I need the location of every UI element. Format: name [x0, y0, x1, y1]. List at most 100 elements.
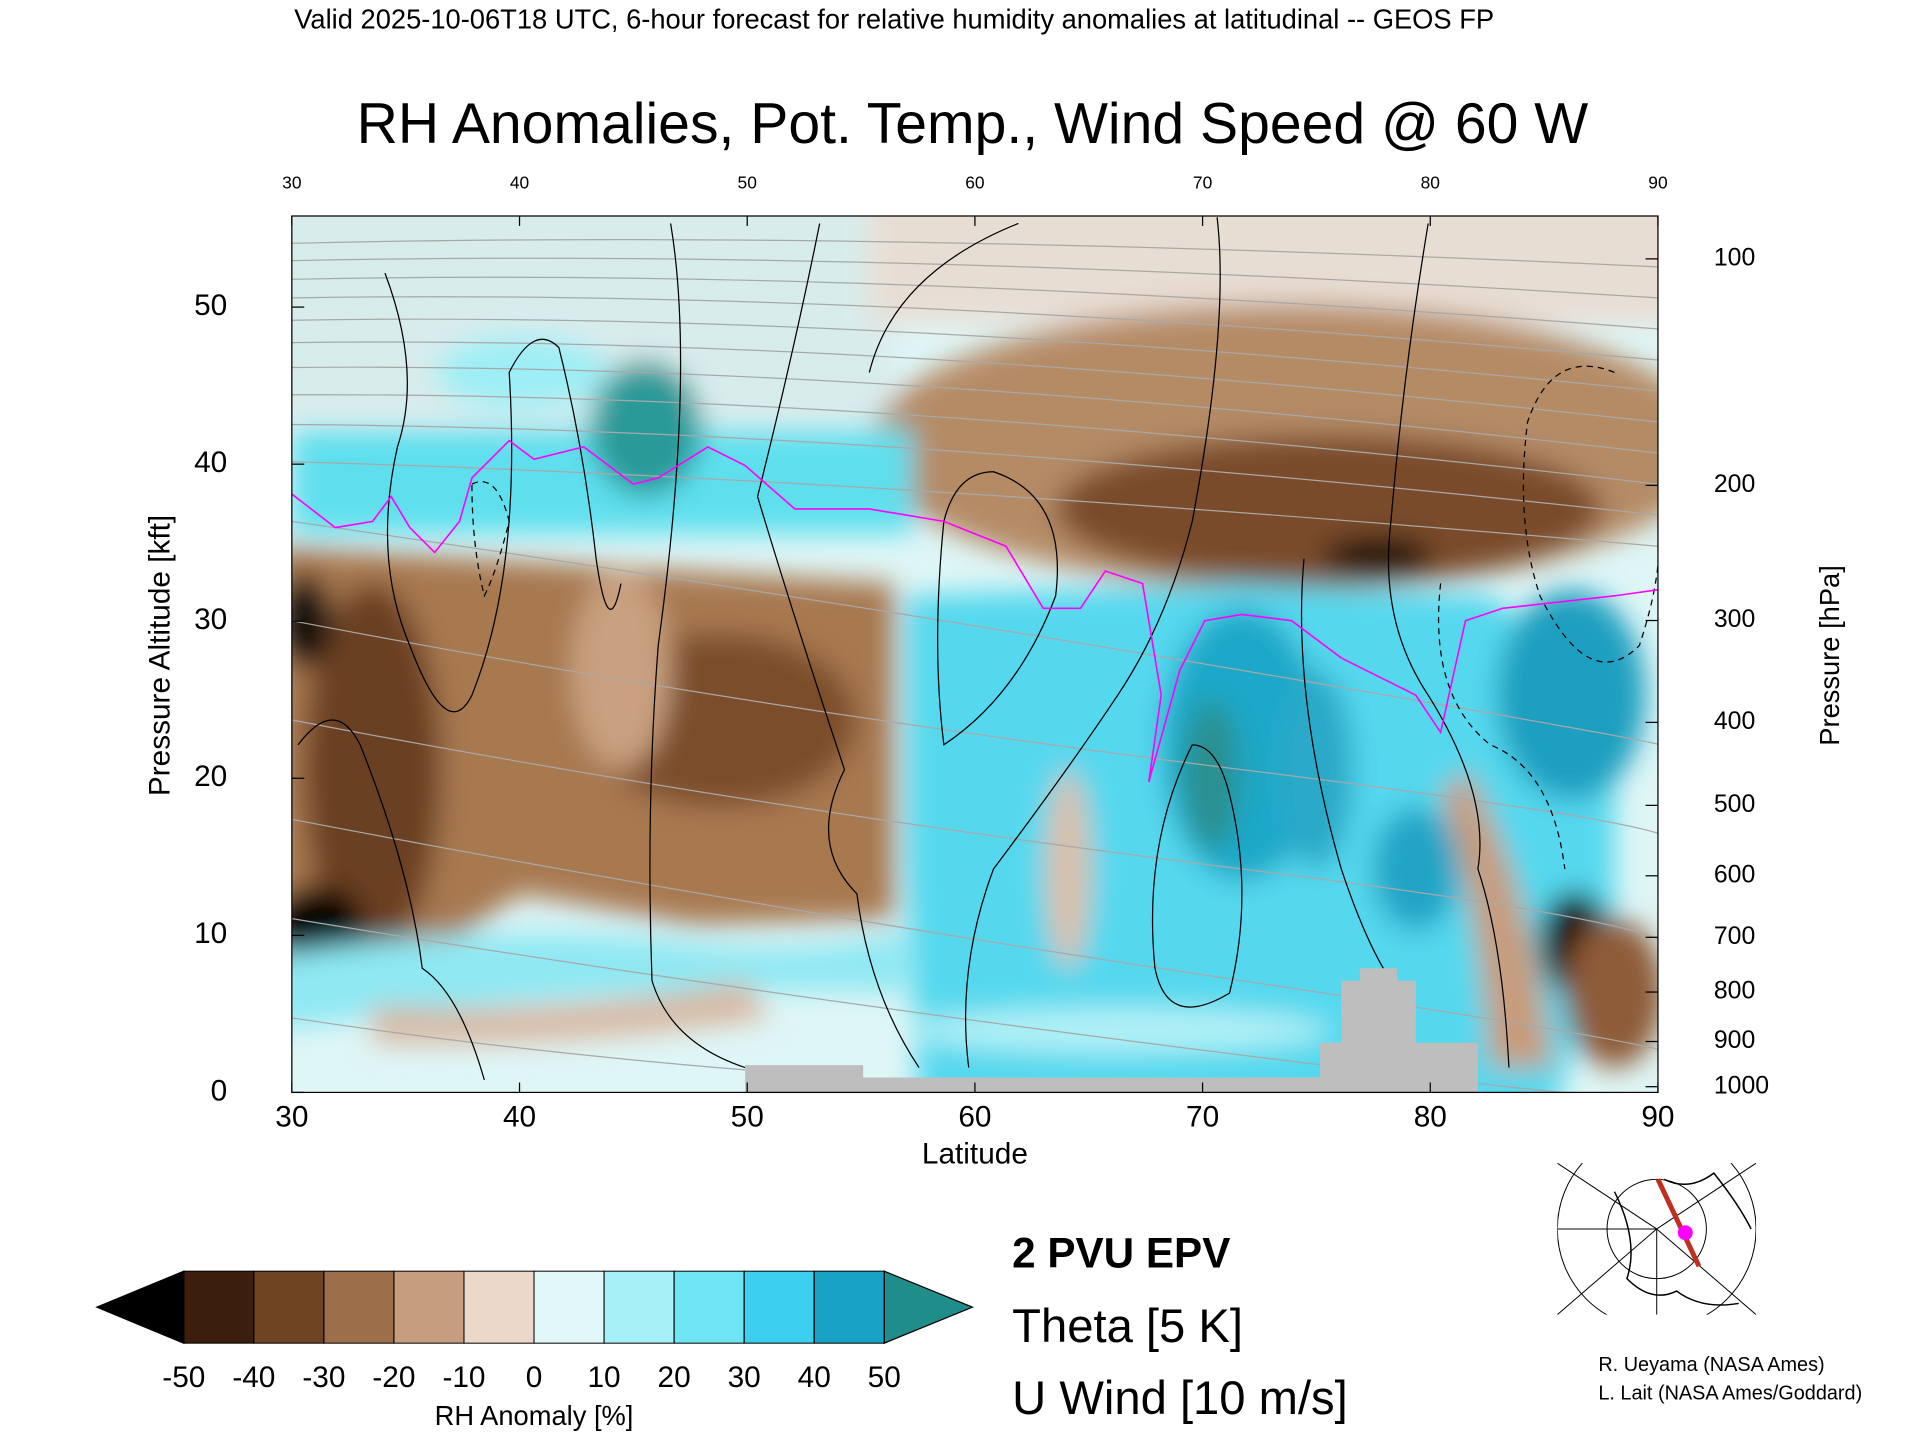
- colorbar-segment: [323, 1270, 395, 1344]
- wind-line: [756, 223, 920, 1068]
- map-meridians: [1557, 1163, 1757, 1315]
- wind-line: [297, 719, 485, 1081]
- y-tick-label: 50: [194, 289, 227, 322]
- wind-line: [937, 471, 1059, 746]
- wind-line: [649, 223, 746, 1069]
- y2-tick-label: 300: [1714, 606, 1755, 633]
- field-region: [291, 931, 907, 1028]
- colorbar-tick-label: -20: [372, 1361, 415, 1394]
- wind-line: [1387, 223, 1510, 1068]
- wind-contours: [297, 217, 1510, 1081]
- x2-tick-label: 80: [1421, 172, 1440, 192]
- colorbar-low: [95, 1270, 185, 1345]
- theta-line: [291, 620, 1658, 845]
- field-region: [1440, 769, 1553, 1068]
- legend-entry: Theta [5 K]: [1012, 1299, 1243, 1352]
- field-region: [1496, 589, 1646, 801]
- colorbar-segment: [533, 1270, 605, 1344]
- colorbar-segment: [463, 1270, 535, 1344]
- colorbar-tick-label: -10: [442, 1361, 485, 1394]
- y2-axis-label: Pressure [hPa]: [1814, 565, 1845, 746]
- x2-tick-label: 60: [965, 172, 984, 192]
- wind-line: [1300, 558, 1392, 982]
- field-region: [434, 335, 609, 410]
- theta-line: [291, 239, 1658, 268]
- y2-tick-label: 1000: [1714, 1072, 1769, 1099]
- theta-line: [291, 918, 1658, 1093]
- y2-tick-label: 200: [1714, 471, 1755, 498]
- theta-line: [291, 318, 1658, 392]
- wind-line: [471, 481, 510, 598]
- x2-tick-label: 90: [1648, 172, 1667, 192]
- theta-line: [291, 461, 1658, 547]
- field-region: [372, 980, 770, 1044]
- map-graticule: [1557, 1163, 1757, 1315]
- rh-field: [291, 216, 1658, 1093]
- y2-tick-label: 500: [1714, 791, 1755, 818]
- y2-tick-label: 600: [1714, 861, 1755, 888]
- x-tick-label: 90: [1641, 1100, 1674, 1133]
- map-coast: [1613, 1172, 1752, 1306]
- field-region: [1183, 701, 1239, 851]
- colorbar-tick-label: -50: [162, 1361, 205, 1394]
- x-tick-label: 50: [731, 1100, 764, 1133]
- x-tick-label: 40: [503, 1100, 536, 1133]
- field-region: [304, 583, 441, 956]
- field-region: [1322, 536, 1435, 576]
- colorbar-tick-label: 40: [798, 1361, 831, 1394]
- wind-line: [1522, 365, 1658, 663]
- legend-entry: 2 PVU EPV: [1012, 1229, 1230, 1276]
- colorbar-segment: [603, 1270, 675, 1344]
- x2-tick-label: 50: [738, 172, 757, 192]
- x2-tick-label: 40: [510, 172, 529, 192]
- field-region: [1279, 670, 1354, 869]
- wind-negative: [471, 365, 1658, 870]
- colorbar-tick-label: 50: [868, 1361, 901, 1394]
- y-tick-label: 40: [194, 446, 227, 479]
- chart-title: RH Anomalies, Pot. Temp., Wind Speed @ 6…: [357, 92, 1589, 156]
- field-region: [1372, 806, 1460, 932]
- x2-tick-label: 70: [1193, 172, 1212, 192]
- section-point: [1677, 1225, 1693, 1241]
- x-tick-label: 60: [958, 1100, 991, 1133]
- credit: L. Lait (NASA Ames/Goddard): [1598, 1382, 1862, 1404]
- colorbar-segment: [743, 1270, 815, 1344]
- colorbar-label: RH Anomaly [%]: [435, 1400, 634, 1431]
- wind-line: [868, 217, 1221, 1068]
- legend-entry: U Wind [10 m/s]: [1012, 1371, 1348, 1424]
- colorbar-tick-label: 30: [728, 1361, 761, 1394]
- wind-line: [1437, 583, 1566, 870]
- theta-line: [291, 276, 1658, 330]
- legend: 2 PVU EPV Theta [5 K] U Wind [10 m/s]: [1012, 1229, 1348, 1424]
- field-region: [571, 571, 671, 770]
- y2-tick-label: 800: [1714, 978, 1755, 1005]
- theta-line: [291, 394, 1658, 485]
- y-axis-label: Pressure Altitude [kft]: [143, 515, 176, 796]
- wind-line: [1151, 744, 1243, 1008]
- colorbar-segment: [673, 1270, 745, 1344]
- theta-line: [291, 818, 1658, 1056]
- x2-tick-label: 30: [282, 172, 301, 192]
- terrain: [745, 968, 1478, 1093]
- colorbar-high: [883, 1270, 975, 1345]
- y-tick-label: 20: [194, 760, 227, 793]
- theta-line: [291, 520, 1658, 746]
- theta-line: [291, 423, 1658, 516]
- map-inset: [1557, 1163, 1757, 1315]
- epv-line: [291, 439, 1658, 783]
- colorbar-tick-label: 10: [587, 1361, 620, 1394]
- y-tick-label: 30: [194, 603, 227, 636]
- theta-line: [291, 366, 1658, 454]
- colorbar-tick-label: 20: [658, 1361, 691, 1394]
- colorbar-tick-label: 0: [526, 1361, 543, 1394]
- y2-tick-label: 100: [1714, 244, 1755, 271]
- x-tick-label: 70: [1186, 1100, 1219, 1133]
- wind-line: [384, 272, 622, 713]
- colorbar-tick-label: -40: [232, 1361, 275, 1394]
- colorbar-tick-label: -30: [302, 1361, 345, 1394]
- field-region: [1055, 434, 1603, 584]
- colorbar-segment: [253, 1270, 325, 1344]
- x-tick-label: 30: [275, 1100, 308, 1133]
